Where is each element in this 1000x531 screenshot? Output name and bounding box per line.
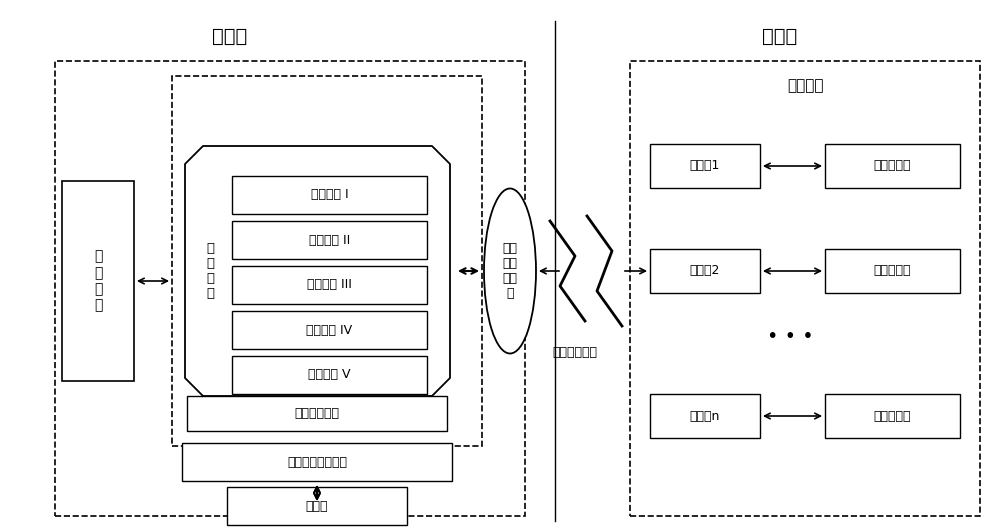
Bar [182,443,452,481]
Bar [232,311,427,349]
Bar [62,181,134,381]
Text: 探测模式 II: 探测模式 II [309,234,350,246]
Bar [650,394,760,438]
Text: 探测端: 探测端 [762,27,798,46]
Ellipse shape [484,189,536,354]
Bar [650,249,760,293]
Bar [825,394,960,438]
Text: 探测模式 III: 探测模式 III [307,278,352,292]
Bar [825,144,960,188]
Text: 无人机1: 无人机1 [690,159,720,173]
Text: 无人机n: 无人机n [690,409,720,423]
Bar [232,266,427,304]
Text: 探测模式 I: 探测模式 I [311,189,348,201]
Text: 数据库: 数据库 [306,500,328,512]
Text: 磁探测模块: 磁探测模块 [874,409,911,423]
Bar [630,61,980,516]
Bar [825,249,960,293]
Text: 探测设备: 探测设备 [787,79,823,93]
Text: 磁探测模块: 磁探测模块 [874,264,911,278]
Bar [55,61,525,516]
Text: 智
选
模
块: 智 选 模 块 [206,242,214,300]
Bar [232,176,427,214]
Bar [227,487,407,525]
Text: 无线通信模块: 无线通信模块 [552,347,598,359]
Bar [232,221,427,259]
Text: 指
控
中
心: 指 控 中 心 [94,250,102,312]
Bar [232,356,427,394]
Text: 智控端: 智控端 [212,27,248,46]
Text: 人工介入模式: 人工介入模式 [294,407,340,420]
Bar [650,144,760,188]
Text: 磁探测模块: 磁探测模块 [874,159,911,173]
Text: 综合信息处理单元: 综合信息处理单元 [287,456,347,468]
Text: 探测模式 IV: 探测模式 IV [306,323,353,337]
Text: 无人机2: 无人机2 [690,264,720,278]
Text: 探测模式 V: 探测模式 V [308,369,351,381]
Text: • • •: • • • [767,327,813,346]
Text: 探测
设备
智能
巢: 探测 设备 智能 巢 [502,242,518,300]
Bar [187,396,447,431]
Bar [172,76,482,446]
